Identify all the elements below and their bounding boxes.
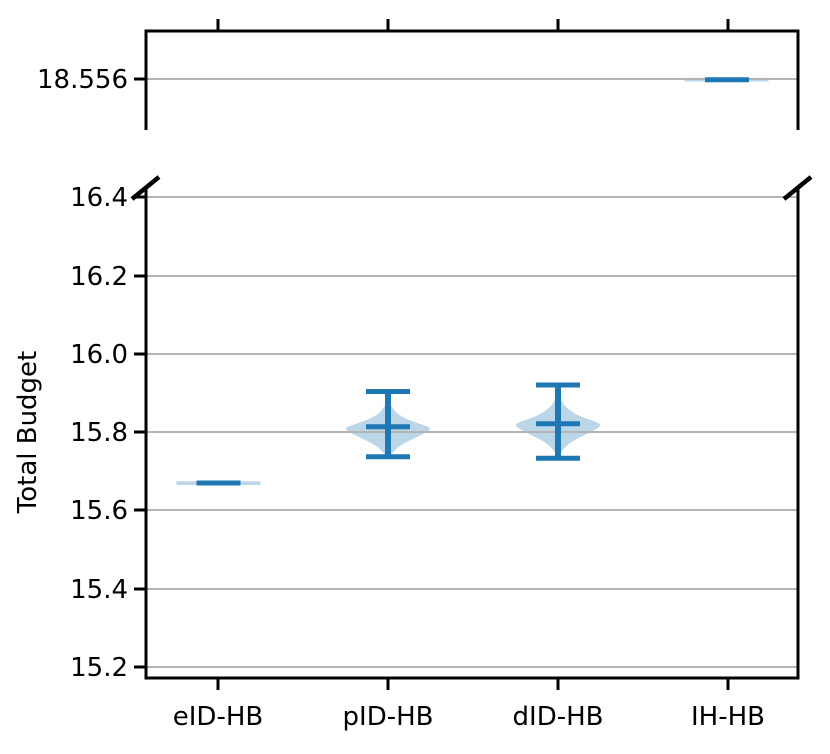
bottom-xtick-marks — [216, 678, 730, 690]
y-axis-title: Total Budget — [13, 351, 43, 515]
violin-fills — [176, 77, 769, 485]
ytick-label-16-0: 16.0 — [70, 340, 128, 370]
xtick-label-pid-hb: pID-HB — [343, 702, 434, 732]
ytick-label-16-2: 16.2 — [70, 262, 128, 292]
ytick-label-18-556: 18.556 — [37, 65, 128, 95]
xtick-label-did-hb: dID-HB — [513, 702, 604, 732]
xtick-label-ih-hb: IH-HB — [691, 702, 765, 732]
gridlines — [147, 78, 797, 668]
top-axis-ticks — [216, 19, 730, 31]
ytick-label-15-8: 15.8 — [70, 418, 128, 448]
left-ytick-marks — [134, 195, 146, 669]
ytick-label-15-4: 15.4 — [70, 575, 128, 605]
xtick-label-eid-hb: eID-HB — [173, 702, 263, 732]
data-marks — [196, 77, 749, 486]
ytick-label-15-2: 15.2 — [70, 653, 128, 683]
ytick-label-15-6: 15.6 — [70, 496, 128, 526]
top-panel: 18.556 — [37, 19, 800, 130]
ytick-label-16-4: 16.4 — [70, 183, 128, 213]
bottom-panel: 16.4 16.2 16.0 15.8 15.6 15.4 15.2 eID-H… — [13, 175, 813, 732]
axis-break-marks — [130, 175, 813, 201]
